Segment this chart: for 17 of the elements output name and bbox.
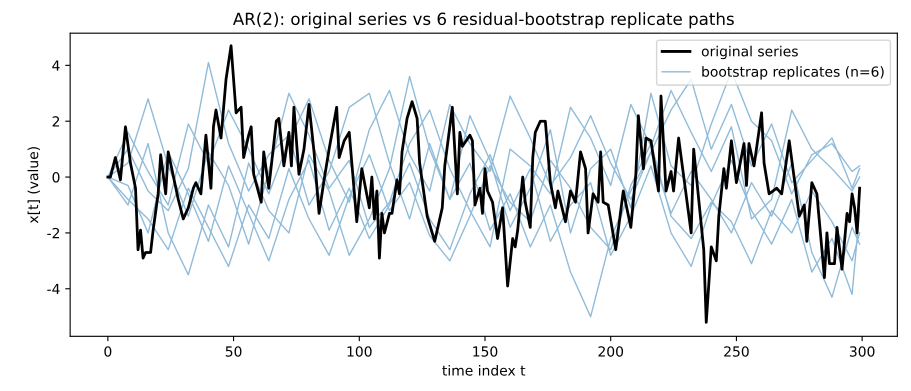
y-tick-label: 4 [52,60,60,71]
y-tick-label: -2 [47,228,60,238]
x-tick-label: 250 [724,346,749,357]
y-axis-title: x[t] (value) [28,147,40,224]
x-axis-title: time index t [442,364,526,376]
legend-label: bootstrap replicates (n=6) [702,66,884,80]
y-tick-label: 0 [52,172,60,183]
y-tick-label: 2 [52,116,60,126]
x-tick-label: 0 [104,346,112,357]
x-tick-label: 50 [226,346,242,357]
x-tick-label: 100 [348,346,372,357]
x-tick-label: 200 [598,346,624,357]
y-tick-label: -4 [47,284,60,294]
x-tick-label: 150 [473,346,498,357]
x-tick-label: 300 [850,346,874,357]
legend-label: original series [702,46,798,60]
chart-title: AR(2): original series vs 6 residual-bootstrap replicate paths [232,12,734,28]
